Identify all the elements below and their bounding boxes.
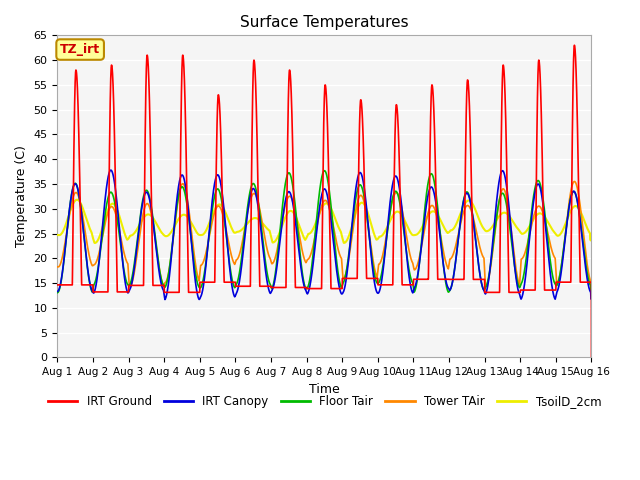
Text: TZ_irt: TZ_irt: [60, 43, 100, 56]
Y-axis label: Temperature (C): Temperature (C): [15, 145, 28, 247]
Title: Surface Temperatures: Surface Temperatures: [240, 15, 409, 30]
Legend: IRT Ground, IRT Canopy, Floor Tair, Tower TAir, TsoilD_2cm: IRT Ground, IRT Canopy, Floor Tair, Towe…: [43, 390, 606, 413]
X-axis label: Time: Time: [309, 383, 340, 396]
